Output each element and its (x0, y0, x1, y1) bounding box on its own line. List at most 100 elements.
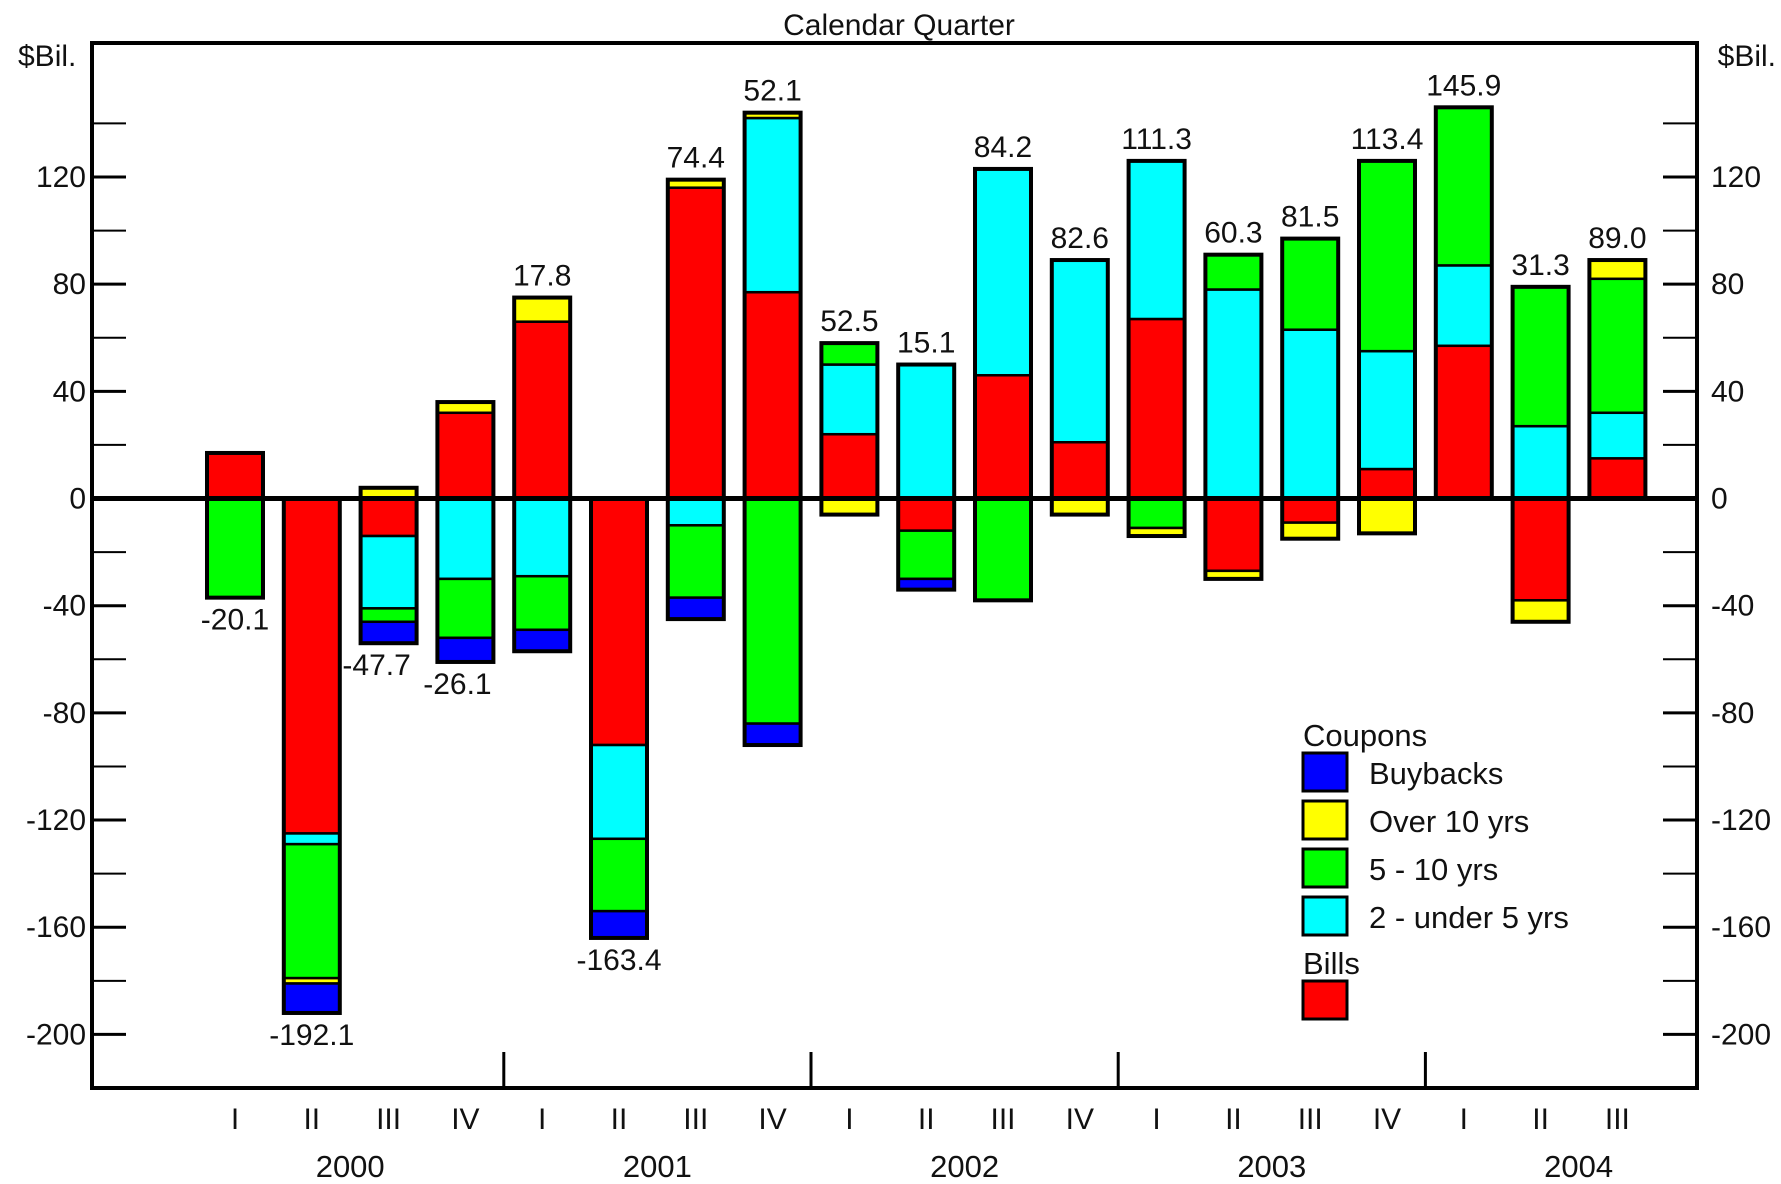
x-tick-label: II (1532, 1103, 1549, 1136)
x-tick-label: I (1460, 1103, 1468, 1136)
legend-label: Over 10 yrs (1369, 804, 1529, 839)
bar-segment-two_to_five (1204, 288, 1263, 500)
bar-segment-buybacks (743, 722, 802, 747)
bar-segment-two_to_five (282, 832, 342, 846)
y-tick-label-right: -80 (1711, 697, 1754, 730)
legend-heading-bills: Bills (1303, 946, 1360, 981)
legend-label: 2 - under 5 yrs (1369, 900, 1569, 935)
bar-segment-two_to_five (436, 497, 495, 581)
bar-segment-five_to_ten (666, 524, 726, 599)
legend-label: 5 - 10 yrs (1369, 852, 1498, 887)
bar-segment-over_ten (1280, 521, 1340, 540)
bar-segment-bills (896, 497, 956, 532)
legend-swatch (1301, 751, 1349, 793)
x-tick-label: III (990, 1103, 1015, 1136)
bar-segment-bills (1050, 440, 1110, 500)
y-tick-label-left: -160 (26, 911, 86, 944)
bar-total-label: 111.3 (1121, 123, 1192, 156)
legend-swatch (1301, 799, 1349, 841)
legend-swatch (1301, 895, 1349, 937)
bar-segment-bills (359, 497, 418, 538)
plot-frame (90, 41, 1699, 1090)
y-tick-label-right: -200 (1711, 1018, 1771, 1051)
x-tick-label: I (845, 1103, 853, 1136)
bar-segment-five_to_ten (512, 574, 572, 632)
bar-total-label: -47.7 (342, 649, 410, 682)
bar-segment-five_to_ten (973, 497, 1033, 602)
bar-total-label: 81.5 (1281, 201, 1339, 234)
y-tick-label-right: -40 (1711, 590, 1754, 623)
bar-total-label: 60.3 (1204, 217, 1262, 250)
bar-segment-buybacks (282, 982, 342, 1015)
bar-segment-bills (436, 411, 495, 500)
x-tick-label: IV (1066, 1103, 1094, 1136)
bar-segment-bills (973, 374, 1033, 500)
x-tick-label: III (1298, 1103, 1323, 1136)
bar-segment-five_to_ten (896, 529, 956, 581)
bar-segment-five_to_ten (1127, 497, 1186, 530)
bar-segment-bills (1357, 467, 1417, 500)
bar-segment-bills (205, 451, 265, 500)
bar-segment-five_to_ten (1511, 285, 1570, 428)
x-tick-label: IV (451, 1103, 479, 1136)
axis-ticks: -200 -200 -160 -160 -120 -120 -80 -80 -40 -40 0 0 40… (26, 122, 1771, 1089)
bar-segment-bills (589, 497, 649, 747)
bar-segment-over_ten (1588, 258, 1647, 281)
bar-segment-five_to_ten (282, 842, 342, 980)
bar-total-labels: -20.1 -192.1 -47.7 -26.1 17.8 -163.4 74.4 52.1 5… (201, 69, 1647, 1052)
x-tick-label: III (376, 1103, 401, 1136)
bar-segment-two_to_five (1127, 159, 1186, 321)
bar-segment-five_to_ten (1588, 277, 1647, 415)
year-label: 2001 (623, 1149, 692, 1184)
bar-segment-two_to_five (1434, 264, 1494, 348)
bar-segment-bills (666, 186, 726, 500)
bar-segment-five_to_ten (1434, 106, 1494, 267)
bar-total-label: 15.1 (897, 327, 955, 360)
bar-segment-buybacks (589, 909, 649, 940)
bar-segment-five_to_ten (359, 607, 418, 624)
legend-label: Buybacks (1369, 756, 1503, 791)
bar-segment-five_to_ten (820, 341, 879, 366)
year-label: 2000 (316, 1149, 385, 1184)
bar-segment-bills (1127, 317, 1186, 500)
bar-total-label: -163.4 (576, 944, 661, 977)
y-tick-label-left: 0 (69, 483, 86, 516)
year-label: 2002 (930, 1149, 999, 1184)
x-tick-label: II (1225, 1103, 1242, 1136)
bar-segment-five_to_ten (1280, 237, 1340, 331)
bar-segment-five_to_ten (436, 577, 495, 640)
bar-total-label: 82.6 (1051, 222, 1109, 255)
bar-total-label: 145.9 (1426, 69, 1501, 102)
x-tick-label: II (918, 1103, 935, 1136)
y-axis-unit-right: $Bil. (1718, 40, 1776, 73)
x-tick-label: I (538, 1103, 546, 1136)
bar-segment-buybacks (359, 620, 418, 645)
x-tick-label: I (231, 1103, 239, 1136)
bar-segment-bills (820, 432, 879, 500)
bar-segment-five_to_ten (1357, 159, 1417, 353)
y-tick-label-left: 40 (53, 375, 86, 408)
bar-segment-bills (512, 320, 572, 500)
bar-segment-two_to_five (743, 116, 802, 294)
year-label: 2003 (1237, 1149, 1306, 1184)
bar-segment-two_to_five (1588, 411, 1647, 460)
x-tick-label: III (683, 1103, 708, 1136)
bar-segment-two_to_five (359, 534, 418, 610)
bar-total-label: 89.0 (1588, 222, 1646, 255)
bar-segment-bills (1588, 457, 1647, 500)
bar-segment-five_to_ten (205, 497, 265, 599)
legend-swatch (1301, 979, 1349, 1021)
year-label: 2004 (1544, 1149, 1613, 1184)
y-tick-label-left: -120 (26, 804, 86, 837)
bar-segment-buybacks (512, 628, 572, 653)
bar-segment-over_ten (1357, 497, 1417, 535)
bar-segment-buybacks (436, 636, 495, 664)
x-tick-label: I (1152, 1103, 1160, 1136)
bar-segment-two_to_five (1050, 258, 1110, 444)
bar-segment-bills (743, 290, 802, 500)
y-tick-label-left: -80 (43, 697, 86, 730)
bar-total-label: -26.1 (423, 668, 491, 701)
bar-segment-buybacks (666, 596, 726, 621)
y-tick-label-left: -40 (43, 590, 86, 623)
